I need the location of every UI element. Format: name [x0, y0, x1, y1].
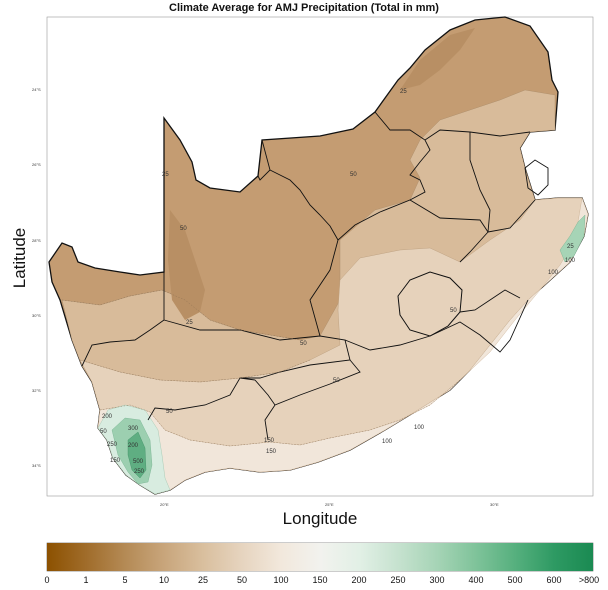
contour-label: 500: [133, 459, 144, 465]
map-title: Climate Average for AMJ Precipitation (T…: [169, 2, 439, 14]
lat-tick-label: 28°S: [32, 238, 41, 243]
lat-tick-label: 30°S: [32, 313, 41, 318]
zone-wet-east: [559, 214, 586, 263]
contour-label: 25: [186, 320, 193, 326]
colorbar-tick-label: >800: [578, 575, 600, 585]
latitude-ticks: 24°S 26°S 28°S 30°S 32°S 34°S: [32, 87, 41, 468]
x-axis-label: Longitude: [282, 509, 358, 528]
contour-label: 50: [100, 429, 107, 435]
colorbar-tick-label: 50: [236, 575, 248, 585]
lat-tick-label: 32°S: [32, 388, 41, 393]
swaziland-border: [524, 159, 549, 196]
colorbar-tick-label: 300: [429, 575, 445, 585]
contour-label: 300: [128, 426, 139, 432]
contour-label: 25: [400, 89, 407, 95]
longitude-ticks: 20°E 25°E 30°E: [160, 502, 499, 507]
colorbar-tick-label: 5: [122, 575, 128, 585]
colorbar-fill: [47, 543, 593, 571]
contour-label: 250: [107, 442, 118, 448]
colorbar-tick-label: 150: [312, 575, 328, 585]
plot-frame: [46, 16, 594, 497]
contour-label: 150: [110, 458, 121, 464]
lon-tick-label: 25°E: [325, 502, 334, 507]
contour-label: 50: [450, 308, 457, 314]
colorbar-tick-label: 1: [83, 575, 89, 585]
contour-label: 50: [166, 409, 173, 415]
contour-value-labels: 25 25 50 25 25 50 50 50 50 100 100 150 1…: [100, 89, 576, 475]
colorbar-tick-label: 400: [468, 575, 484, 585]
lat-tick-label: 34°S: [32, 463, 41, 468]
colorbar-tick-label: 200: [351, 575, 367, 585]
contour-label: 250: [134, 469, 145, 475]
contour-label: 50: [180, 226, 187, 232]
colorbar-tick-label: 10: [158, 575, 170, 585]
contour-label: 100: [565, 258, 576, 264]
zone-dry-north: [400, 28, 475, 90]
contour-lines: [61, 289, 461, 447]
contour-label: 25: [567, 244, 574, 250]
colorbar-tick-label: 250: [390, 575, 406, 585]
contour-label: 150: [266, 449, 277, 455]
contour-label: 100: [382, 439, 393, 445]
colorbar-tick-label: 25: [197, 575, 209, 585]
province-borders: [81, 111, 536, 441]
contour-label: 150: [264, 438, 275, 444]
contour-label: 200: [128, 443, 139, 449]
lat-tick-label: 24°S: [32, 87, 41, 92]
lon-tick-label: 30°E: [490, 502, 499, 507]
contour-label: 100: [414, 425, 425, 431]
contour-label: 50: [350, 172, 357, 178]
zone-wet-dark: [127, 431, 147, 479]
zone-dry-west: [168, 210, 205, 320]
contour-label: 200: [102, 414, 113, 420]
lon-tick-label: 20°E: [160, 502, 169, 507]
colorbar-gradient: [47, 543, 593, 571]
colorbar-tick-label: 0: [44, 575, 50, 585]
contour-label: 100: [548, 270, 559, 276]
y-axis-label: Latitude: [10, 227, 29, 289]
colorbar-tick-label: 500: [507, 575, 523, 585]
contour-label: 50: [300, 341, 307, 347]
contour-label: 25: [162, 172, 169, 178]
contour-label: 50: [333, 378, 340, 384]
colorbar-tick-label: 600: [546, 575, 562, 585]
colorbar-tick-label: 100: [273, 575, 289, 585]
lat-tick-label: 26°S: [32, 162, 41, 167]
